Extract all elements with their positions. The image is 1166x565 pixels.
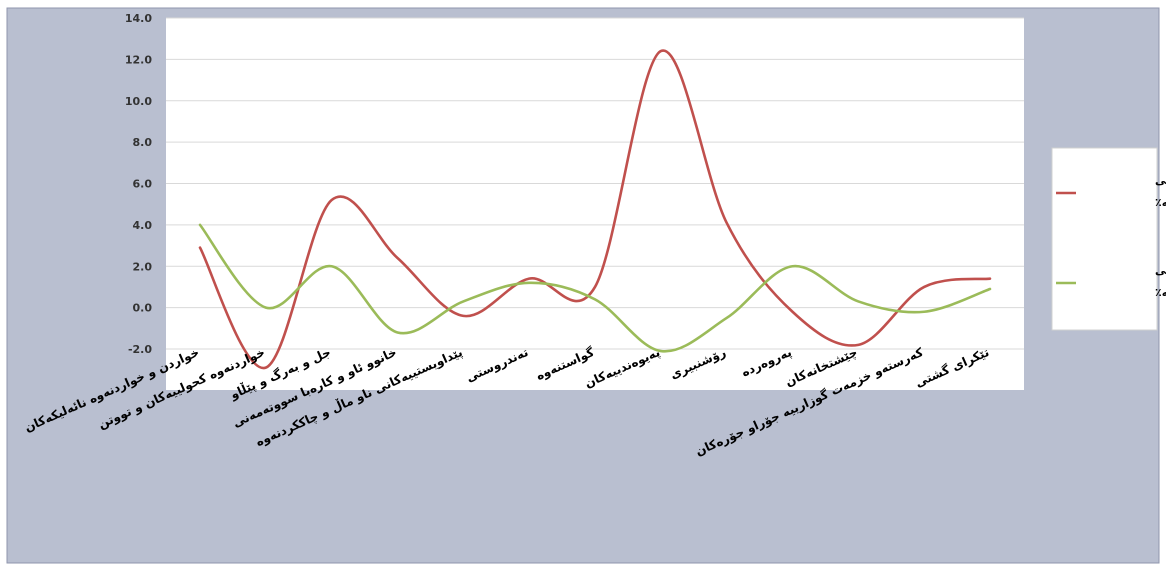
- y-tick-label: -2.0: [128, 343, 152, 356]
- y-tick-label: 0.0: [133, 302, 153, 315]
- gridlines: [166, 17, 1024, 350]
- legend-entry: تێکرای گۆڕانیساڵانە٪: [1155, 174, 1166, 209]
- y-tick-label: 2.0: [133, 260, 153, 273]
- y-axis-ticks: 14.0 12.0 10.0 8.0 6.0 4.0 2.0 0.0 -2.0: [125, 12, 152, 356]
- y-tick-label: 12.0: [125, 53, 152, 66]
- series-line-monthly: [198, 223, 992, 353]
- series-line-annual: [198, 49, 992, 369]
- y-tick-label: 6.0: [133, 178, 153, 191]
- legend-box: [1051, 147, 1158, 331]
- legend: تێکرای گۆڕانیساڵانە٪ تێکرای گۆڕانیمانگانە…: [1051, 147, 1166, 331]
- y-tick-label: 10.0: [125, 95, 152, 108]
- legend-entry: تێکرای گۆڕانیمانگانە٪: [1155, 264, 1166, 299]
- series-lines: [198, 49, 992, 369]
- plot-area: [166, 18, 1024, 390]
- y-tick-label: 8.0: [133, 136, 153, 149]
- y-tick-label: 4.0: [133, 219, 153, 232]
- y-tick-label: 14.0: [125, 12, 152, 25]
